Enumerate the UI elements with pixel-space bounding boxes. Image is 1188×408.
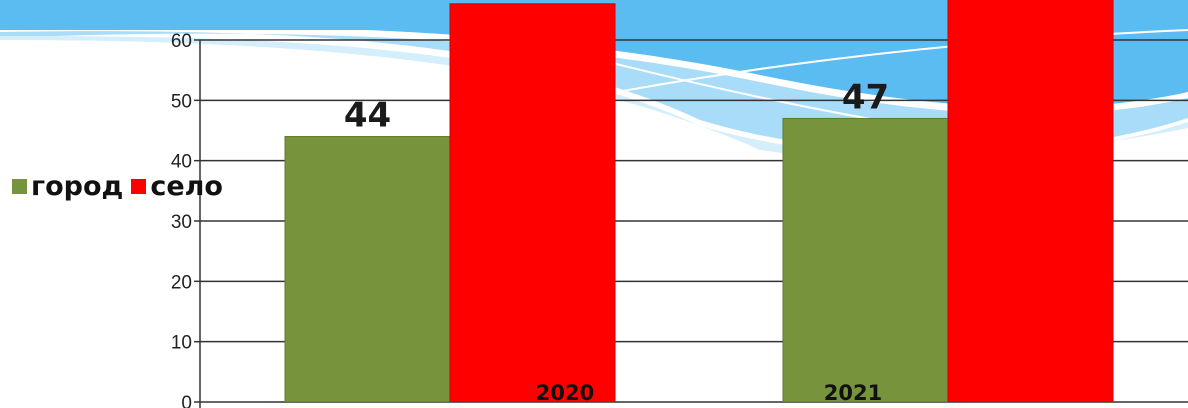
data-label-2020-gorod: 44 [344, 96, 391, 136]
ytick-label-20: 20 [171, 272, 192, 293]
legend-label-gorod: город [31, 171, 124, 202]
legend: город село [12, 171, 231, 202]
bar-2020-selo [449, 3, 616, 402]
ytick-label-30: 30 [171, 212, 192, 233]
data-labels: 44664770 [344, 0, 889, 136]
ytick-label-40: 40 [171, 152, 192, 173]
ytick-label-0: 0 [181, 393, 192, 408]
ytick-label-60: 60 [171, 31, 192, 52]
category-labels: 2020 2021 [536, 381, 882, 405]
category-label-2021: 2021 [824, 381, 882, 405]
y-axis: 0 10 20 30 40 50 60 [171, 31, 201, 408]
data-label-2020-selo: 66 [509, 0, 556, 3]
legend-item-selo: село [131, 171, 223, 202]
bar-2021-gorod [782, 117, 949, 402]
legend-item-gorod: город [12, 171, 123, 202]
bar-2021-selo [947, 0, 1114, 402]
legend-label-selo: село [150, 171, 223, 202]
legend-swatch-gorod [12, 179, 27, 194]
bar-2020-gorod [284, 136, 451, 402]
legend-swatch-selo [131, 179, 147, 194]
bars [284, 0, 1114, 402]
category-label-2020: 2020 [536, 381, 594, 405]
ytick-label-50: 50 [171, 91, 192, 112]
data-label-2021-gorod: 47 [842, 77, 889, 117]
ytick-label-10: 10 [171, 333, 192, 354]
